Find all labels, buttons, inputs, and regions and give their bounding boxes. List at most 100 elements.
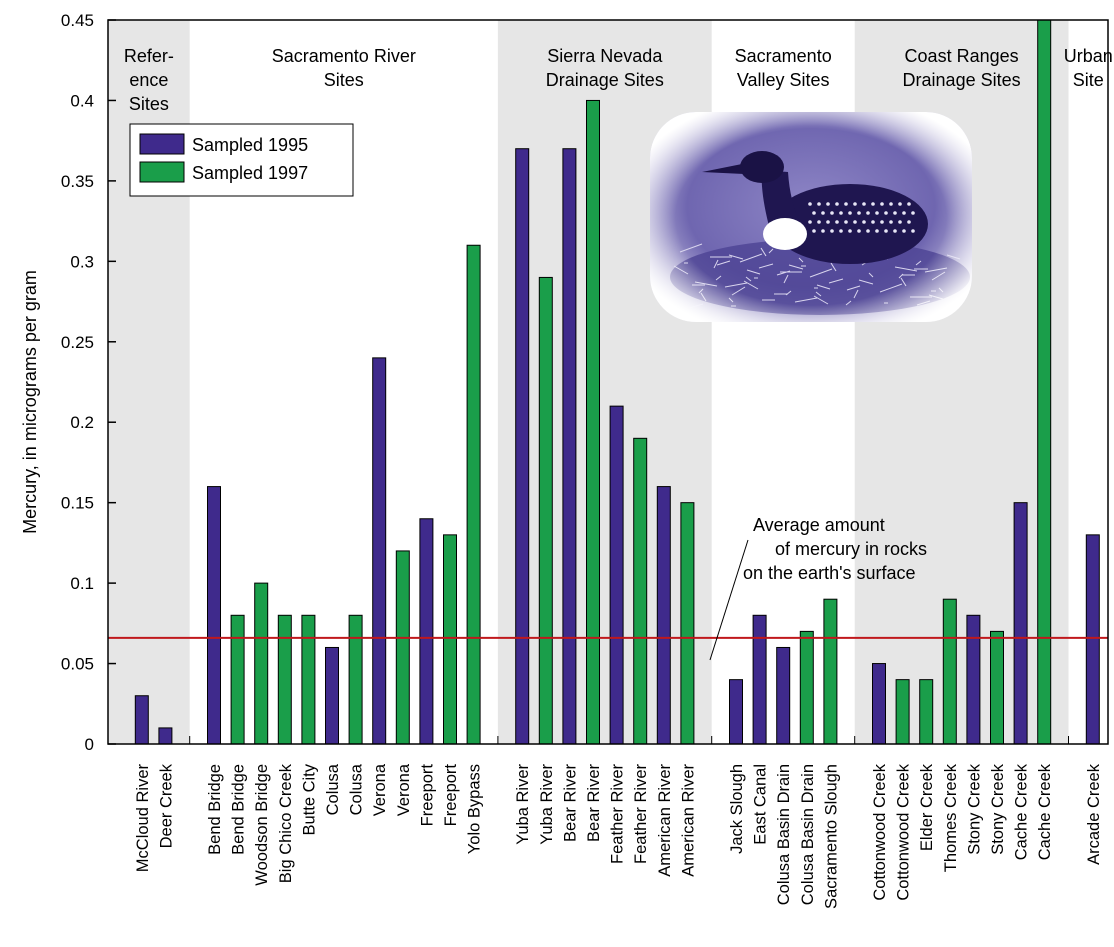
bar-colusa-basin-drain-1995 [776,646,791,745]
bar-verona-1995 [372,357,387,745]
bar-big-chico-creek-1997 [277,614,292,745]
photo-vignette [650,112,972,322]
group-label-sierra-nevada-drainage-sites: Sierra Nevada Drainage Sites [546,46,664,90]
category-label-stony-creek-1995: Stony Creek [965,763,983,855]
bar-feather-river-1997 [633,437,648,745]
category-label-deer-creek-1995: Deer Creek [157,763,175,848]
category-label-verona-1995: Verona [371,763,389,816]
category-label-woodson-bridge-1997: Woodson Bridge [253,764,271,886]
category-label-colusa-basin-drain-1995: Colusa Basin Drain [775,764,793,905]
bar-american-river-1995 [656,486,671,745]
bar-east-canal-1995 [752,614,767,745]
legend-swatch-1995 [139,133,185,155]
legend-label-1997: Sampled 1997 [192,163,308,183]
y-tick-label: 0.1 [70,574,94,593]
bar-mccloud-river-1995 [134,695,149,745]
group-label-urban-site: Urban Site [1064,46,1113,90]
category-label-big-chico-creek-1997: Big Chico Creek [277,763,295,883]
category-label-mccloud-river-1995: McCloud River [134,764,152,873]
bar-cottonwood-creek-1995 [872,663,886,745]
category-label-freeport-1997: Freeport [442,764,460,827]
category-label-colusa-1995: Colusa [324,763,342,815]
bar-bend-bridge-1997 [230,614,245,745]
bar-yuba-river-1997 [538,276,553,745]
bar-yolo-bypass-1997 [466,244,481,745]
category-label-bear-river-1995: Bear River [561,764,579,842]
category-label-thomes-creek-1997: Thomes Creek [942,763,960,872]
loon-photo [650,112,972,322]
category-label-feather-river-1997: Feather River [632,763,650,863]
category-label-east-canal-1995: East Canal [752,764,770,845]
bar-cottonwood-creek-1997 [895,679,910,745]
legend-label-1995: Sampled 1995 [192,135,308,155]
bar-stony-creek-1997 [990,630,1004,745]
y-tick-label: 0.4 [70,91,94,110]
bar-cache-creek-1995 [1013,502,1028,745]
category-label-yolo-bypass-1997: Yolo Bypass [466,764,484,854]
category-label-colusa-basin-drain-1997: Colusa Basin Drain [799,764,817,905]
bar-stony-creek-1995 [966,614,981,745]
bar-colusa-basin-drain-1997 [799,630,814,745]
category-label-yuba-river-1995: Yuba River [514,764,532,845]
bar-american-river-1997 [680,502,695,745]
group-label-refer-ence-sites: Refer-ence Sites [124,46,174,114]
y-tick-label: 0.35 [61,172,94,191]
bar-feather-river-1995 [609,405,624,745]
category-label-american-river-1995: American River [656,763,674,876]
bar-colusa-1995 [325,646,339,745]
category-label-bend-bridge-1995: Bend Bridge [206,764,224,855]
reference-annotation: Average amount of mercury in rocks on the … [743,515,927,583]
bar-bear-river-1995 [562,148,577,745]
y-tick-label: 0.3 [70,252,94,271]
reference-leader-line [709,539,749,661]
bar-deer-creek-1995 [158,727,173,745]
category-label-feather-river-1995: Feather River [609,763,627,863]
category-label-cache-creek-1995: Cache Creek [1013,763,1031,860]
category-label-butte-city-1997: Butte City [300,763,318,835]
category-label-yuba-river-1997: Yuba River [538,764,556,845]
category-label-freeport-1995: Freeport [418,764,436,827]
category-label-jack-slough-1995: Jack Slough [728,764,746,854]
bar-jack-slough-1995 [729,679,743,745]
bar-bend-bridge-1995 [207,486,221,745]
category-label-american-river-1997: American River [679,763,697,876]
bar-sacramento-slough-1997 [823,598,838,745]
bar-butte-city-1997 [301,614,316,745]
bar-cache-creek-1997 [1037,19,1052,745]
group-label-coast-ranges-drainage-sites: Coast Ranges Drainage Sites [903,46,1021,90]
axes [107,19,1109,745]
labels: Refer-ence Sites Sacramento River Sites Sier… [20,11,1113,909]
bar-colusa-1997 [348,614,363,745]
category-label-bear-river-1997: Bear River [585,764,603,842]
legend-swatch-1997 [139,161,185,183]
y-tick-label: 0.05 [61,655,94,674]
category-label-bend-bridge-1997: Bend Bridge [230,764,248,855]
category-label-cottonwood-creek-1995: Cottonwood Creek [871,763,889,900]
y-axis-title: Mercury, in micrograms per gram [20,270,40,534]
bar-verona-1997 [395,550,410,745]
category-label-verona-1997: Verona [395,763,413,816]
y-tick-label: 0.15 [61,494,94,513]
y-tick-label: 0 [85,735,94,754]
bar-bear-river-1997 [586,99,600,745]
category-label-elder-creek-1997: Elder Creek [918,763,936,851]
group-label-sacramento-valley-sites: Sacramento Valley Sites [735,46,832,90]
category-label-sacramento-slough-1997: Sacramento Slough [822,764,840,909]
bar-woodson-bridge-1997 [254,582,269,745]
bar-thomes-creek-1997 [942,598,957,745]
bar-yuba-river-1995 [515,148,530,745]
bars [134,19,1100,745]
bar-freeport-1995 [419,518,434,745]
category-label-arcade-creek-1995: Arcade Creek [1085,763,1103,865]
y-tick-label: 0.2 [70,413,94,432]
y-tick-label: 0.25 [61,333,94,352]
category-label-cache-creek-1997: Cache Creek [1036,763,1054,860]
plot-frame [107,19,1109,745]
legend: Sampled 1995 Sampled 1997 [129,123,354,197]
bar-freeport-1997 [443,534,457,745]
bar-elder-creek-1997 [919,679,934,745]
category-label-stony-creek-1997: Stony Creek [989,763,1007,855]
bar-arcade-creek-1995 [1085,534,1100,745]
y-tick-label: 0.45 [61,11,94,30]
